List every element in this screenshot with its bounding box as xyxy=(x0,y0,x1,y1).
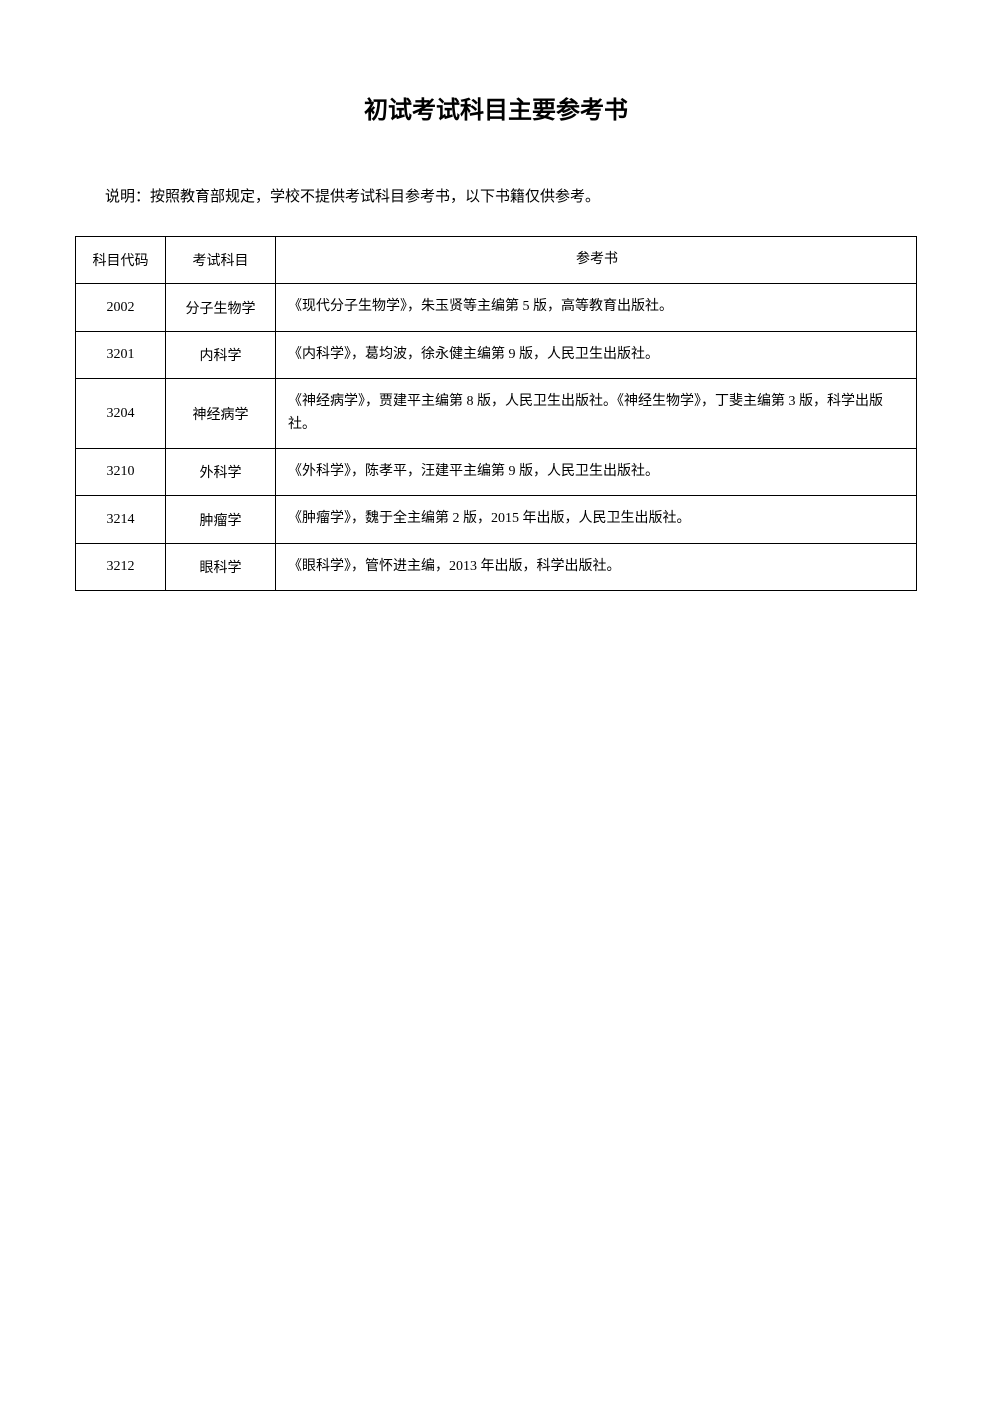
table-row: 3201 内科学 《内科学》，葛均波，徐永健主编第 9 版，人民卫生出版社。 xyxy=(76,331,917,378)
cell-subject: 眼科学 xyxy=(166,543,276,590)
cell-reference: 《眼科学》，管怀进主编，2013 年出版，科学出版社。 xyxy=(276,543,917,590)
cell-reference: 《肿瘤学》，魏于全主编第 2 版，2015 年出版，人民卫生出版社。 xyxy=(276,496,917,543)
header-code: 科目代码 xyxy=(76,237,166,284)
cell-code: 3214 xyxy=(76,496,166,543)
cell-subject: 分子生物学 xyxy=(166,284,276,331)
cell-subject: 神经病学 xyxy=(166,379,276,449)
cell-reference: 《外科学》，陈孝平，汪建平主编第 9 版，人民卫生出版社。 xyxy=(276,448,917,495)
cell-code: 3204 xyxy=(76,379,166,449)
header-reference: 参考书 xyxy=(276,237,917,284)
page-title: 初试考试科目主要参考书 xyxy=(75,90,917,125)
table-row: 3212 眼科学 《眼科学》，管怀进主编，2013 年出版，科学出版社。 xyxy=(76,543,917,590)
cell-code: 3210 xyxy=(76,448,166,495)
reference-table: 科目代码 考试科目 参考书 2002 分子生物学 《现代分子生物学》，朱玉贤等主… xyxy=(75,236,917,591)
cell-reference: 《神经病学》，贾建平主编第 8 版，人民卫生出版社。《神经生物学》，丁斐主编第 … xyxy=(276,379,917,449)
cell-reference: 《内科学》，葛均波，徐永健主编第 9 版，人民卫生出版社。 xyxy=(276,331,917,378)
cell-code: 2002 xyxy=(76,284,166,331)
table-header-row: 科目代码 考试科目 参考书 xyxy=(76,237,917,284)
table-row: 3204 神经病学 《神经病学》，贾建平主编第 8 版，人民卫生出版社。《神经生… xyxy=(76,379,917,449)
table-row: 3214 肿瘤学 《肿瘤学》，魏于全主编第 2 版，2015 年出版，人民卫生出… xyxy=(76,496,917,543)
table-row: 3210 外科学 《外科学》，陈孝平，汪建平主编第 9 版，人民卫生出版社。 xyxy=(76,448,917,495)
table-row: 2002 分子生物学 《现代分子生物学》，朱玉贤等主编第 5 版，高等教育出版社… xyxy=(76,284,917,331)
cell-subject: 肿瘤学 xyxy=(166,496,276,543)
cell-reference: 《现代分子生物学》，朱玉贤等主编第 5 版，高等教育出版社。 xyxy=(276,284,917,331)
cell-code: 3212 xyxy=(76,543,166,590)
cell-subject: 外科学 xyxy=(166,448,276,495)
cell-code: 3201 xyxy=(76,331,166,378)
note-text: 说明：按照教育部规定，学校不提供考试科目参考书，以下书籍仅供参考。 xyxy=(75,185,917,206)
header-subject: 考试科目 xyxy=(166,237,276,284)
cell-subject: 内科学 xyxy=(166,331,276,378)
